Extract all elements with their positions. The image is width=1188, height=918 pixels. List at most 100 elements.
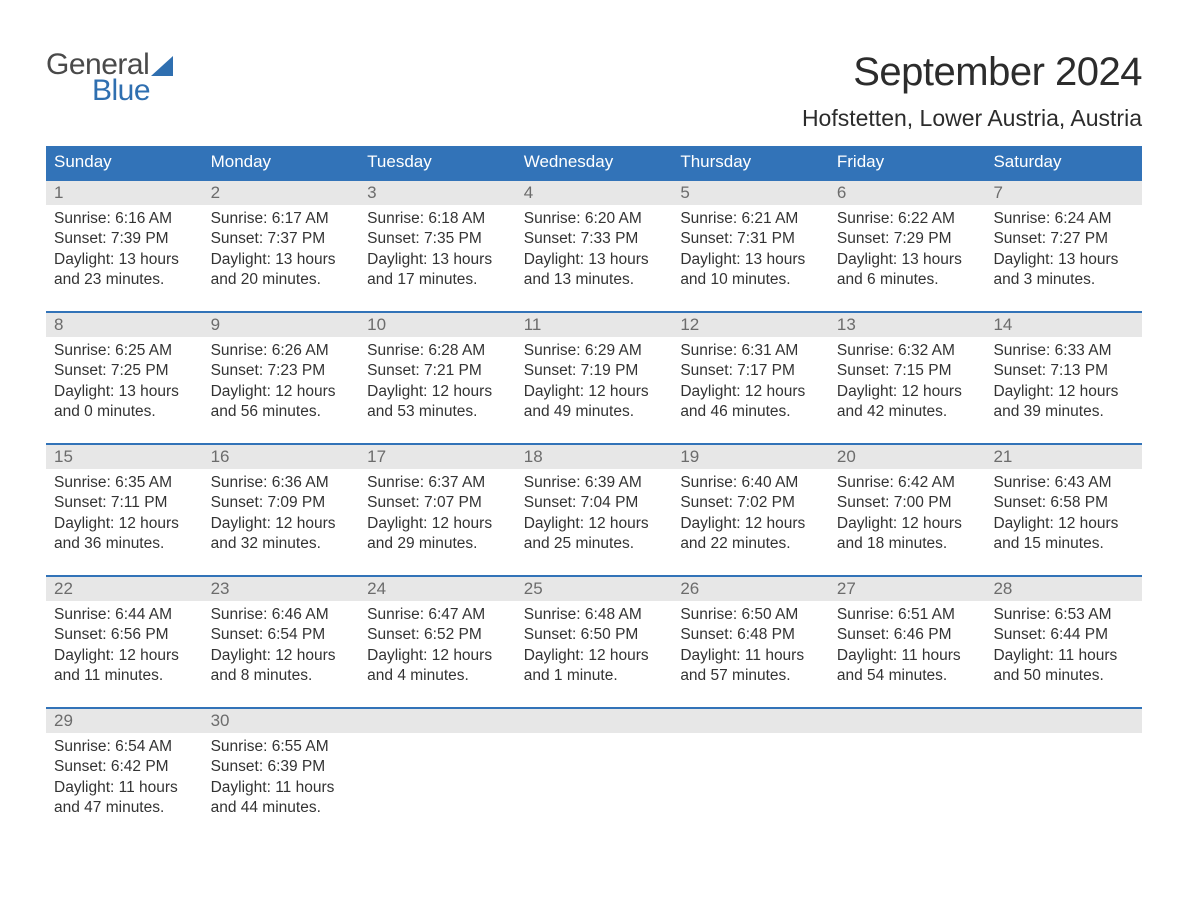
sunrise-line: Sunrise: 6:53 AM: [993, 605, 1134, 625]
daylight-line-2: and 29 minutes.: [367, 534, 508, 554]
daylight-line-1: Daylight: 13 hours: [680, 250, 821, 270]
day-number: 8: [46, 313, 203, 337]
sunset-line: Sunset: 6:42 PM: [54, 757, 195, 777]
sunrise-line: Sunrise: 6:42 AM: [837, 473, 978, 493]
sunrise-line: Sunrise: 6:36 AM: [211, 473, 352, 493]
dayname-sunday: Sunday: [46, 146, 203, 179]
header: General Blue September 2024 Hofstetten, …: [46, 50, 1142, 132]
day-number: [672, 709, 829, 733]
sunset-line: Sunset: 6:44 PM: [993, 625, 1134, 645]
sunrise-line: Sunrise: 6:28 AM: [367, 341, 508, 361]
week-row: 1Sunrise: 6:16 AMSunset: 7:39 PMDaylight…: [46, 179, 1142, 309]
day-cell: 26Sunrise: 6:50 AMSunset: 6:48 PMDayligh…: [672, 577, 829, 705]
day-number: 20: [829, 445, 986, 469]
day-cell: 21Sunrise: 6:43 AMSunset: 6:58 PMDayligh…: [985, 445, 1142, 573]
daylight-line-2: and 20 minutes.: [211, 270, 352, 290]
daylight-line-1: Daylight: 12 hours: [211, 646, 352, 666]
dayname-wednesday: Wednesday: [516, 146, 673, 179]
daylight-line-1: Daylight: 12 hours: [211, 514, 352, 534]
day-cell: 23Sunrise: 6:46 AMSunset: 6:54 PMDayligh…: [203, 577, 360, 705]
daylight-line-2: and 46 minutes.: [680, 402, 821, 422]
day-cell: 4Sunrise: 6:20 AMSunset: 7:33 PMDaylight…: [516, 181, 673, 309]
daylight-line-2: and 53 minutes.: [367, 402, 508, 422]
sunrise-line: Sunrise: 6:24 AM: [993, 209, 1134, 229]
day-number: 30: [203, 709, 360, 733]
day-number: 15: [46, 445, 203, 469]
sunrise-line: Sunrise: 6:29 AM: [524, 341, 665, 361]
sunset-line: Sunset: 7:33 PM: [524, 229, 665, 249]
brand-logo: General Blue: [46, 50, 173, 106]
daylight-line-1: Daylight: 13 hours: [367, 250, 508, 270]
daylight-line-2: and 15 minutes.: [993, 534, 1134, 554]
sunset-line: Sunset: 6:48 PM: [680, 625, 821, 645]
day-number: 4: [516, 181, 673, 205]
day-number: 21: [985, 445, 1142, 469]
daylight-line-1: Daylight: 13 hours: [837, 250, 978, 270]
sunrise-line: Sunrise: 6:37 AM: [367, 473, 508, 493]
daylight-line-2: and 57 minutes.: [680, 666, 821, 686]
daylight-line-2: and 23 minutes.: [54, 270, 195, 290]
daylight-line-1: Daylight: 12 hours: [367, 514, 508, 534]
day-cell: 20Sunrise: 6:42 AMSunset: 7:00 PMDayligh…: [829, 445, 986, 573]
sunrise-line: Sunrise: 6:16 AM: [54, 209, 195, 229]
day-cell: 7Sunrise: 6:24 AMSunset: 7:27 PMDaylight…: [985, 181, 1142, 309]
week-row: 15Sunrise: 6:35 AMSunset: 7:11 PMDayligh…: [46, 443, 1142, 573]
sunrise-line: Sunrise: 6:55 AM: [211, 737, 352, 757]
week-row: 8Sunrise: 6:25 AMSunset: 7:25 PMDaylight…: [46, 311, 1142, 441]
day-cell: 27Sunrise: 6:51 AMSunset: 6:46 PMDayligh…: [829, 577, 986, 705]
dayname-saturday: Saturday: [985, 146, 1142, 179]
day-number: 10: [359, 313, 516, 337]
daylight-line-1: Daylight: 13 hours: [211, 250, 352, 270]
sunset-line: Sunset: 7:37 PM: [211, 229, 352, 249]
sunset-line: Sunset: 7:35 PM: [367, 229, 508, 249]
day-number: 22: [46, 577, 203, 601]
day-cell: 24Sunrise: 6:47 AMSunset: 6:52 PMDayligh…: [359, 577, 516, 705]
sunset-line: Sunset: 7:25 PM: [54, 361, 195, 381]
day-cell: 17Sunrise: 6:37 AMSunset: 7:07 PMDayligh…: [359, 445, 516, 573]
day-cell: 6Sunrise: 6:22 AMSunset: 7:29 PMDaylight…: [829, 181, 986, 309]
sail-icon: [151, 56, 173, 76]
daylight-line-2: and 25 minutes.: [524, 534, 665, 554]
sunrise-line: Sunrise: 6:25 AM: [54, 341, 195, 361]
daylight-line-1: Daylight: 13 hours: [54, 382, 195, 402]
daylight-line-2: and 4 minutes.: [367, 666, 508, 686]
day-cell: [985, 709, 1142, 837]
dayname-monday: Monday: [203, 146, 360, 179]
day-cell: 2Sunrise: 6:17 AMSunset: 7:37 PMDaylight…: [203, 181, 360, 309]
daylight-line-2: and 32 minutes.: [211, 534, 352, 554]
day-number: 3: [359, 181, 516, 205]
daylight-line-1: Daylight: 12 hours: [54, 514, 195, 534]
sunset-line: Sunset: 7:21 PM: [367, 361, 508, 381]
sunset-line: Sunset: 7:17 PM: [680, 361, 821, 381]
daylight-line-2: and 50 minutes.: [993, 666, 1134, 686]
daylight-line-2: and 3 minutes.: [993, 270, 1134, 290]
daylight-line-1: Daylight: 12 hours: [837, 382, 978, 402]
day-cell: [359, 709, 516, 837]
daylight-line-2: and 47 minutes.: [54, 798, 195, 818]
day-number: 17: [359, 445, 516, 469]
day-cell: 18Sunrise: 6:39 AMSunset: 7:04 PMDayligh…: [516, 445, 673, 573]
day-number: 14: [985, 313, 1142, 337]
day-number: 7: [985, 181, 1142, 205]
sunrise-line: Sunrise: 6:44 AM: [54, 605, 195, 625]
dayname-thursday: Thursday: [672, 146, 829, 179]
daylight-line-2: and 0 minutes.: [54, 402, 195, 422]
month-title: September 2024: [802, 50, 1142, 95]
daylight-line-2: and 8 minutes.: [211, 666, 352, 686]
sunrise-line: Sunrise: 6:47 AM: [367, 605, 508, 625]
day-number: 1: [46, 181, 203, 205]
day-cell: 8 Sunrise: 6:25 AMSunset: 7:25 PMDaylight…: [46, 313, 203, 441]
sunrise-line: Sunrise: 6:39 AM: [524, 473, 665, 493]
sunset-line: Sunset: 7:02 PM: [680, 493, 821, 513]
daylight-line-1: Daylight: 13 hours: [524, 250, 665, 270]
daylight-line-2: and 13 minutes.: [524, 270, 665, 290]
day-cell: 11Sunrise: 6:29 AMSunset: 7:19 PMDayligh…: [516, 313, 673, 441]
day-number: 27: [829, 577, 986, 601]
day-cell: 3Sunrise: 6:18 AMSunset: 7:35 PMDaylight…: [359, 181, 516, 309]
logo-text-blue: Blue: [46, 76, 173, 106]
day-number: 12: [672, 313, 829, 337]
day-number: 29: [46, 709, 203, 733]
week-row: 29Sunrise: 6:54 AMSunset: 6:42 PMDayligh…: [46, 707, 1142, 837]
sunrise-line: Sunrise: 6:17 AM: [211, 209, 352, 229]
daylight-line-1: Daylight: 12 hours: [680, 382, 821, 402]
